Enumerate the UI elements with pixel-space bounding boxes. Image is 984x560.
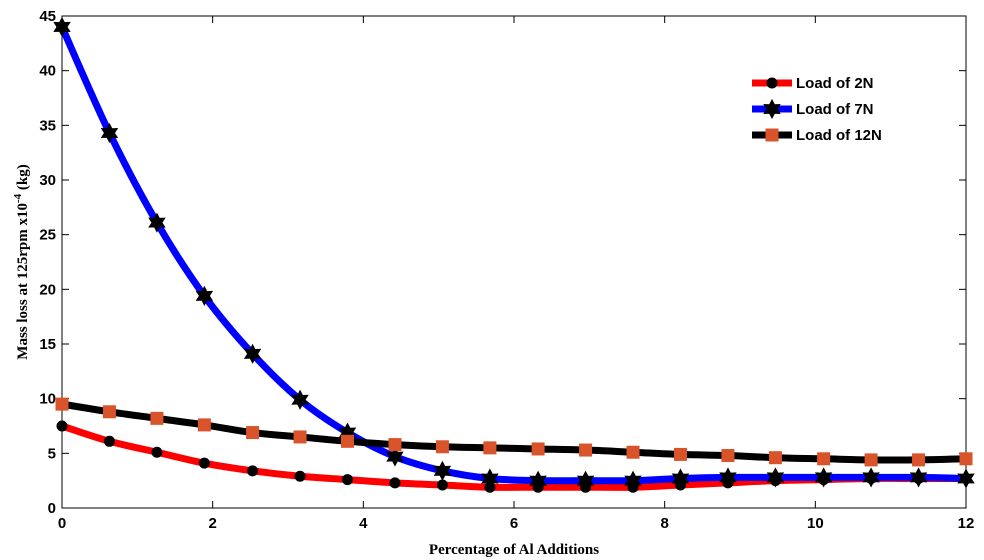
data-point: [247, 465, 259, 477]
data-point: [103, 435, 115, 447]
data-point: [626, 445, 640, 459]
legend-label: Load of 12N: [796, 127, 882, 144]
data-point: [959, 452, 973, 466]
x-tick-label: 4: [359, 515, 368, 532]
y-tick-label: 10: [39, 391, 56, 408]
data-point: [433, 460, 452, 481]
data-point: [768, 451, 782, 465]
x-tick-label: 2: [208, 515, 216, 532]
data-point: [198, 457, 210, 469]
data-point: [909, 467, 928, 488]
data-point: [912, 453, 926, 467]
data-point: [341, 434, 355, 448]
data-point: [197, 418, 211, 432]
y-axis-title-main: Mass loss at 125rpm x10: [15, 203, 31, 360]
legend-marker: [766, 77, 778, 89]
legend-label: Load of 2N: [796, 75, 874, 92]
x-tick-label: 8: [660, 515, 668, 532]
data-point: [721, 449, 735, 463]
data-point: [55, 397, 69, 411]
data-point: [814, 467, 833, 488]
legend-label: Load of 7N: [796, 101, 874, 118]
y-axis-title-exponent: -4: [12, 193, 24, 203]
y-tick-label: 45: [39, 8, 56, 25]
data-point: [148, 212, 166, 233]
x-tick-label: 12: [958, 515, 975, 532]
x-tick-label: 10: [807, 515, 824, 532]
data-point: [293, 430, 307, 444]
data-point: [151, 446, 163, 458]
data-point: [624, 470, 642, 491]
series-2: [53, 16, 975, 491]
data-point: [53, 16, 71, 38]
data-point: [436, 479, 448, 491]
x-tick-label: 6: [510, 515, 518, 532]
x-tick-label: 0: [58, 515, 66, 532]
data-point: [291, 389, 309, 410]
legend-marker: [765, 128, 779, 142]
y-tick-label: 35: [39, 117, 56, 134]
legend-item: Load of 2N: [752, 75, 874, 92]
data-point: [957, 468, 975, 489]
data-point: [342, 474, 354, 486]
data-point: [483, 441, 497, 455]
data-point: [864, 453, 878, 467]
x-axis-title: Percentage of Al Additions: [429, 542, 599, 558]
y-tick-label: 20: [39, 281, 56, 298]
data-point: [435, 440, 449, 454]
y-tick-label: 25: [39, 227, 56, 244]
legend: Load of 2N Load of 7N Load of 12N: [752, 75, 882, 144]
y-tick-label: 15: [39, 336, 56, 353]
data-point: [243, 343, 262, 364]
data-point: [766, 467, 785, 488]
data-point: [102, 405, 116, 419]
legend-item: Load of 12N: [752, 127, 882, 144]
y-tick-label: 30: [39, 172, 56, 189]
data-point: [529, 470, 547, 491]
axes: 0 2 4 6 8 10 12 0 5 10 15 20 25 30 35 40 45: [39, 8, 974, 532]
y-tick-label: 5: [48, 445, 56, 462]
legend-item: Load of 7N: [752, 98, 874, 120]
data-point: [576, 470, 595, 491]
data-point: [673, 447, 687, 461]
data-point: [862, 467, 880, 488]
y-tick-label: 0: [48, 500, 56, 517]
data-point: [246, 426, 260, 440]
data-point: [56, 420, 68, 432]
data-point: [100, 122, 119, 144]
y-axis-title: Mass loss at 125rpm x10-4 (kg): [12, 164, 31, 359]
data-point: [294, 470, 306, 482]
data-point: [388, 438, 402, 452]
data-point: [195, 285, 214, 306]
data-point: [579, 443, 593, 457]
data-point: [481, 468, 499, 489]
y-tick-label: 40: [39, 63, 56, 80]
data-point: [719, 467, 737, 488]
data-point: [671, 468, 690, 489]
data-point: [389, 477, 401, 489]
y-axis-title-unit: (kg): [15, 164, 31, 194]
series-3: [55, 397, 973, 467]
data-point: [531, 442, 545, 456]
legend-marker: [763, 98, 781, 120]
data-point: [386, 446, 404, 467]
data-point: [817, 452, 831, 466]
data-point: [150, 411, 164, 425]
series-layer: [53, 16, 975, 493]
